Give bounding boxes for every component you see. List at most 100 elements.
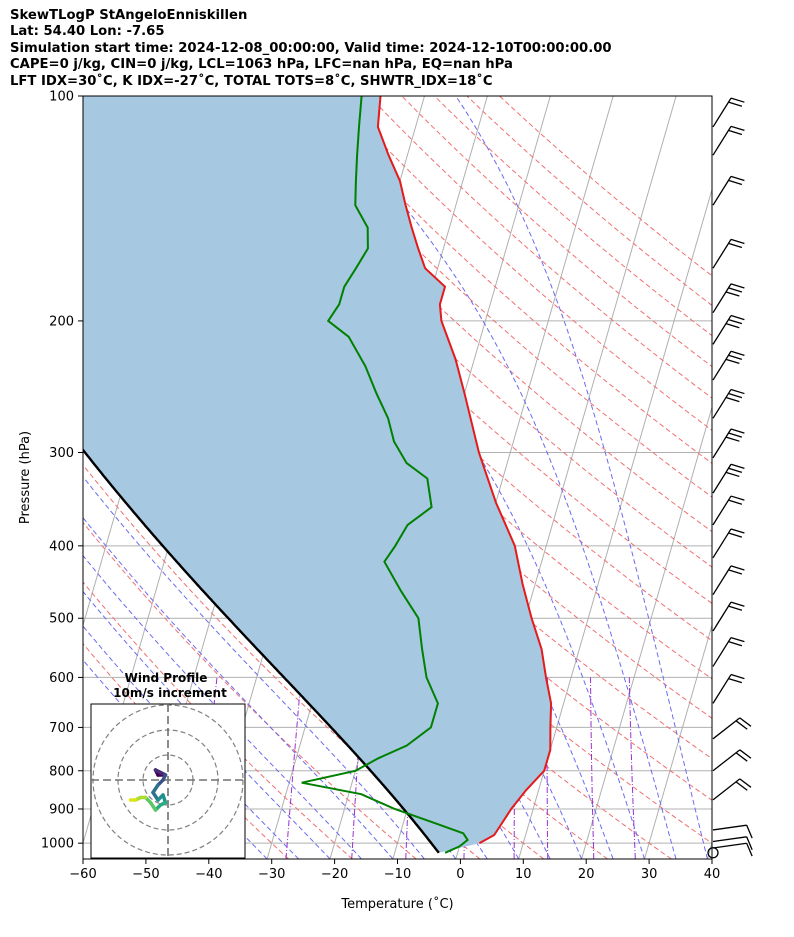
wind-barb <box>712 428 745 459</box>
isotherm-line <box>770 96 794 859</box>
barb-feather <box>730 636 745 643</box>
barb-staff <box>712 528 732 559</box>
barb-feather <box>728 532 743 538</box>
barb-feather <box>730 495 745 501</box>
dry-adiabat-line <box>368 96 712 399</box>
barb-staff <box>712 565 732 596</box>
hodograph-area <box>91 704 245 858</box>
barb-staff <box>712 428 732 459</box>
barb-feather <box>730 238 745 245</box>
barb-staff <box>712 315 732 345</box>
barb-feather <box>739 778 752 788</box>
x-tick-label: −60 <box>69 867 96 882</box>
dewpoint-profile-line <box>301 96 469 854</box>
hodograph-subtitle: 10m/s increment <box>113 686 227 700</box>
barb-feather <box>730 673 745 680</box>
barb-staff <box>712 495 732 526</box>
wind-barb <box>712 717 752 740</box>
dry-adiabat-line <box>83 464 481 859</box>
barb-feather <box>730 283 745 289</box>
x-tick-label: 10 <box>515 867 532 882</box>
y-tick-label: 900 <box>49 802 74 817</box>
moist-adiabat-line <box>83 590 331 859</box>
hodograph-title: Wind Profile <box>125 671 208 685</box>
wind-barb <box>712 565 745 596</box>
mixing-ratio-line <box>628 677 636 859</box>
x-tick-label: −20 <box>321 867 348 882</box>
moist-adiabat-line <box>83 476 425 859</box>
y-tick-label: 1000 <box>41 837 74 852</box>
wind-barb <box>712 97 745 128</box>
y-tick-label: 600 <box>49 671 74 686</box>
barb-feather <box>728 318 743 325</box>
y-tick-label: 200 <box>49 314 74 329</box>
barb-feather <box>725 396 740 403</box>
barb-feather <box>725 436 740 442</box>
moist-adiabat-line <box>83 252 551 859</box>
wind-barb <box>712 601 745 632</box>
barb-staff <box>712 824 747 831</box>
y-tick-label: 100 <box>49 90 74 105</box>
barb-feather <box>730 175 745 182</box>
barb-feather <box>728 569 743 575</box>
barb-feather <box>730 97 745 103</box>
y-tick-label: 300 <box>49 446 74 461</box>
x-tick-label: 30 <box>641 867 658 882</box>
dry-adiabat-line <box>336 96 712 431</box>
isotherm-line <box>706 841 712 859</box>
wind-barb <box>712 388 745 419</box>
barb-staff <box>712 97 732 128</box>
barb-feather <box>728 354 743 360</box>
wind-barb <box>712 495 745 526</box>
barb-staff <box>712 176 732 206</box>
x-tick-label: −10 <box>384 867 411 882</box>
wind-barb <box>712 283 745 314</box>
barb-feather <box>728 287 743 293</box>
barb-feather <box>730 428 745 434</box>
wind-barb <box>712 350 745 381</box>
x-tick-label: −40 <box>195 867 222 882</box>
barb-staff <box>712 842 747 849</box>
wind-barb <box>712 125 745 156</box>
moist-adiabat-line <box>83 554 362 859</box>
wind-barb <box>712 314 745 345</box>
title-convective-params: CAPE=0 j/kg, CIN=0 j/kg, LCL=1063 hPa, L… <box>10 57 513 73</box>
y-tick-label: 400 <box>49 539 74 554</box>
wind-barb <box>712 463 745 494</box>
barb-feather <box>730 125 745 132</box>
barb-staff <box>712 637 732 667</box>
barb-feather <box>735 752 748 762</box>
barb-feather <box>728 392 743 399</box>
y-tick-label: 800 <box>49 764 74 779</box>
x-tick-label: 0 <box>456 867 464 882</box>
barb-feather <box>730 350 745 356</box>
title-station: SkewTLogP StAngeloEnniskillen <box>10 8 248 23</box>
barb-staff <box>712 601 732 632</box>
wind-barb <box>712 175 745 206</box>
barb-feather <box>730 463 745 469</box>
y-tick-label: 700 <box>49 721 74 736</box>
barb-feather <box>725 358 740 365</box>
title-indices: LFT IDX=30˚C, K IDX=-27˚C, TOTAL TOTS=8˚… <box>10 73 493 89</box>
barb-feather <box>730 601 745 607</box>
barb-feather <box>728 499 743 505</box>
barb-feather <box>735 781 748 791</box>
wind-barb <box>712 778 752 801</box>
barb-feather <box>730 314 745 321</box>
barb-feather <box>730 565 745 571</box>
title-times: Simulation start time: 2024-12-08_00:00:… <box>10 40 612 56</box>
y-axis-label: Pressure (hPa) <box>18 431 33 524</box>
moist-adiabat-line <box>455 96 708 859</box>
x-tick-label: −30 <box>258 867 285 882</box>
isotherm-line <box>644 623 712 859</box>
barb-feather <box>728 242 743 249</box>
barb-feather <box>728 129 743 136</box>
barb-feather <box>746 836 753 850</box>
temperature-profile-line <box>376 96 553 845</box>
isotherm-line <box>581 405 712 859</box>
barb-staff <box>712 350 732 381</box>
x-tick-label: −50 <box>132 867 159 882</box>
wind-barb <box>712 636 745 667</box>
cin-shading <box>83 96 552 853</box>
barb-feather <box>746 843 753 857</box>
